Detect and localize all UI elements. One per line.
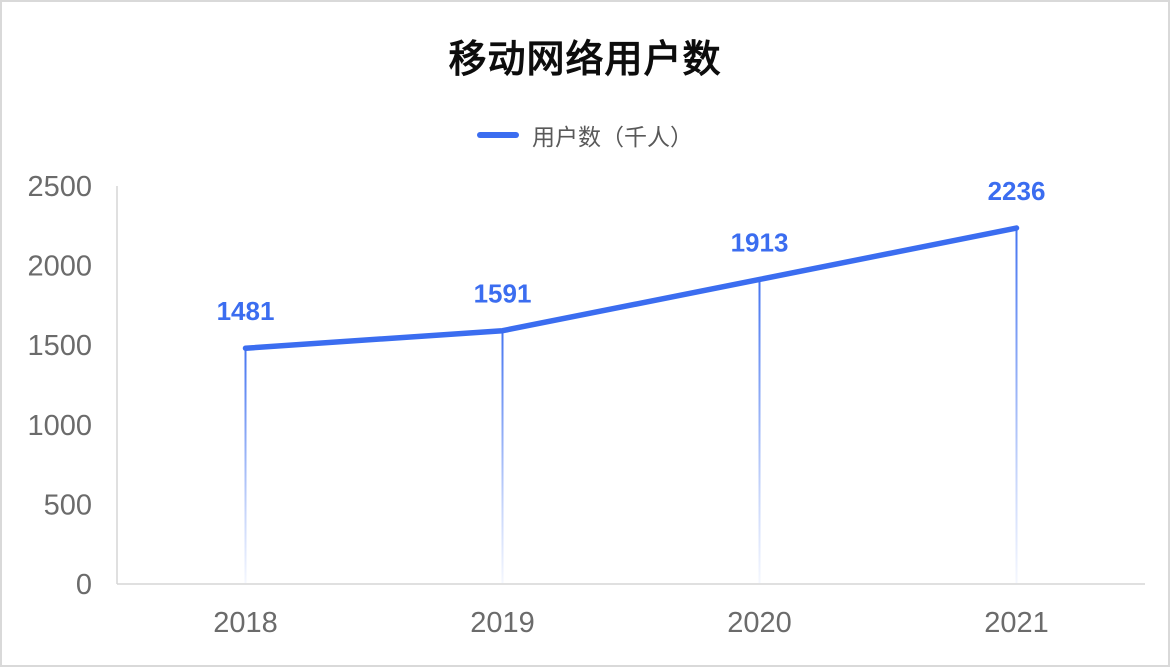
y-axis-tick-label: 2000 — [27, 251, 92, 283]
x-axis-tick-label: 2018 — [213, 607, 278, 639]
data-point-label: 1591 — [474, 279, 532, 309]
y-axis-tick-label: 0 — [76, 569, 92, 601]
data-point-label: 2236 — [988, 176, 1046, 206]
x-axis-tick-label: 2021 — [984, 607, 1049, 639]
y-axis-tick-label: 1500 — [27, 330, 92, 362]
legend-series-label: 用户数（千人） — [532, 124, 693, 150]
series-line — [242, 225, 1020, 351]
data-point-label: 1481 — [217, 296, 275, 326]
x-axis-tick-label: 2019 — [470, 607, 535, 639]
legend: 用户数（千人） — [2, 118, 1168, 152]
y-axis-tick-label: 2500 — [27, 171, 92, 203]
y-axis-tick-label: 1000 — [27, 410, 92, 442]
legend-line-swatch — [477, 132, 519, 138]
data-point-label: 1913 — [731, 227, 789, 257]
y-axis-tick-label: 500 — [44, 489, 92, 521]
chart-title: 移动网络用户数 — [448, 39, 722, 81]
x-axis-tick-label: 2020 — [727, 607, 792, 639]
